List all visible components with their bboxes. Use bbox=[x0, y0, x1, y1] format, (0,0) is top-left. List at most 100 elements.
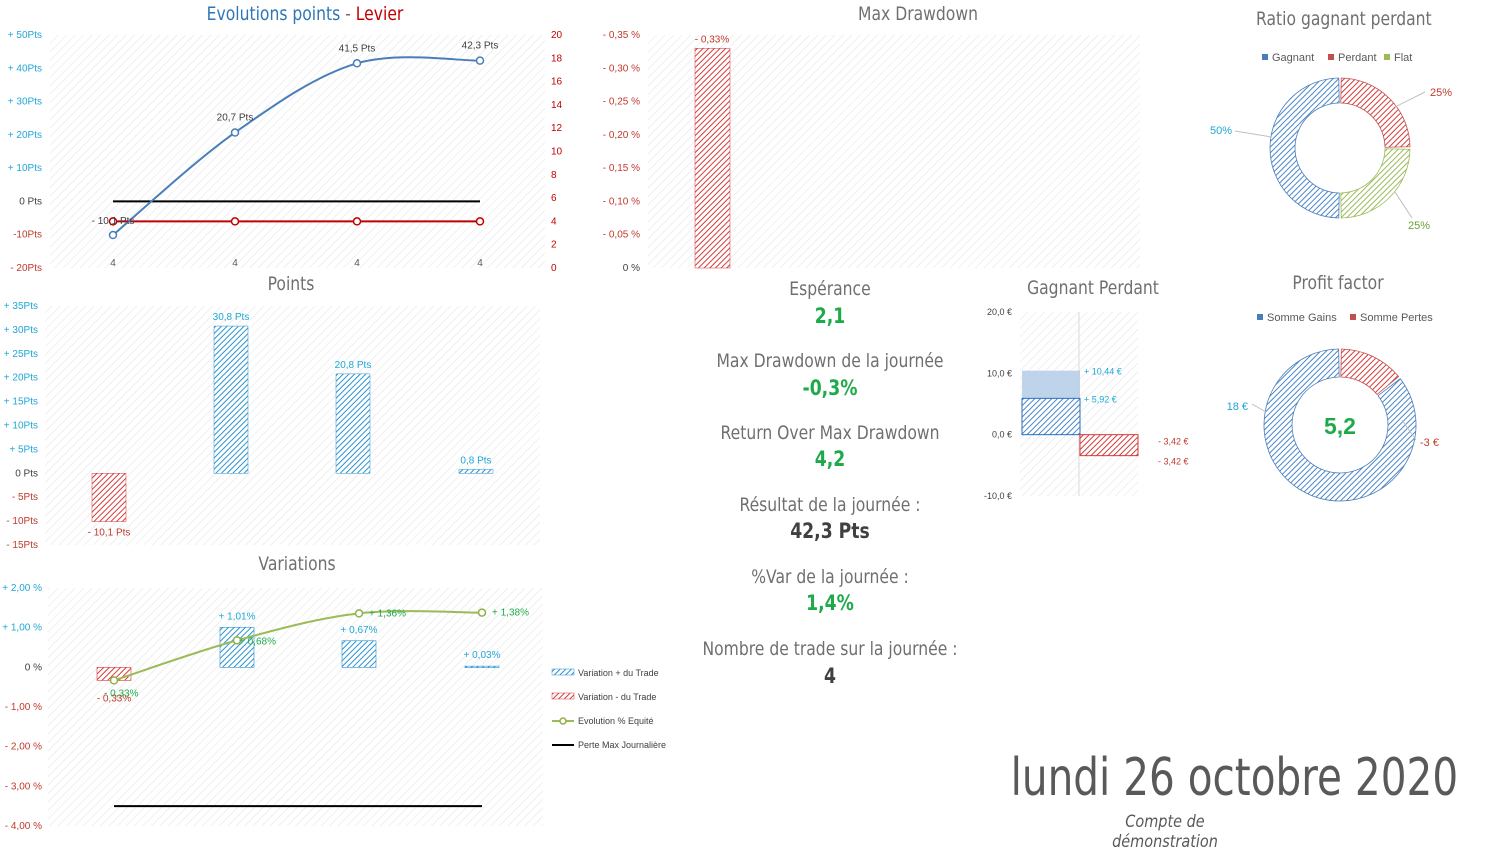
y2-tick-label: 4 bbox=[551, 216, 557, 227]
y-tick-label: + 1,00 % bbox=[2, 623, 42, 634]
legend-swatch bbox=[1262, 54, 1268, 60]
variation-plus-label: + 0,03% bbox=[464, 650, 501, 661]
points-bar bbox=[458, 469, 494, 474]
equity-data-label: + 1,38% bbox=[492, 608, 529, 619]
legend-swatch bbox=[559, 717, 567, 725]
levier-data-label: 4 bbox=[354, 258, 360, 269]
ratio-slice bbox=[1340, 77, 1411, 148]
equity-point bbox=[354, 609, 364, 618]
variation-minus-label: - 0,33% bbox=[97, 693, 132, 704]
y-tick-label: -10,0 € bbox=[984, 491, 1012, 501]
kpi-romad-value: 4,2 bbox=[814, 447, 846, 471]
leader-line bbox=[1401, 419, 1417, 441]
points-data-label: 42,3 Pts bbox=[462, 41, 499, 52]
drawdown-data-label: - 0,33% bbox=[695, 34, 730, 45]
account-type: Compte de démonstration bbox=[1112, 812, 1218, 852]
leader-line bbox=[1251, 403, 1267, 413]
evolution-title-levier: Levier bbox=[355, 3, 404, 25]
kpi-maxdd-label: Max Drawdown de la journée bbox=[716, 350, 944, 372]
y-tick-label: 0 % bbox=[25, 662, 42, 673]
y-tick-label: + 35Pts bbox=[4, 301, 38, 312]
y-tick-label: - 3,00 % bbox=[5, 781, 42, 792]
ratio-chart: Gagnant Perdant Flat 50% 25% 25% bbox=[1210, 52, 1452, 232]
y-tick-label: + 40Pts bbox=[8, 63, 42, 74]
y2-tick-label: 10 bbox=[551, 147, 563, 158]
points-data-label: 20,8 Pts bbox=[335, 360, 372, 371]
legend-swatch bbox=[551, 668, 575, 676]
levier-point bbox=[352, 217, 362, 226]
equity-line bbox=[113, 610, 483, 682]
y-tick-label: + 20Pts bbox=[4, 373, 38, 384]
levier-data-label: 4 bbox=[477, 258, 483, 269]
equity-point bbox=[232, 636, 242, 645]
legend-swatch bbox=[1350, 314, 1356, 320]
perdant-data-label: - 3,42 € bbox=[1158, 437, 1189, 447]
gagnant-data-label: + 10,44 € bbox=[1084, 367, 1122, 377]
legend-swatch bbox=[551, 692, 575, 700]
variation-plus-label: + 0,67% bbox=[341, 625, 378, 636]
profit-factor-chart: Somme Gains Somme Pertes 5,2 18 € -3 € bbox=[1227, 312, 1439, 502]
levier-point bbox=[475, 217, 485, 226]
series-line-points bbox=[112, 56, 481, 236]
legend-label: Flat bbox=[1394, 52, 1412, 64]
points-bar bbox=[213, 325, 249, 474]
legend-label: Somme Gains bbox=[1267, 312, 1337, 324]
legend-label: Evolution % Equité bbox=[578, 716, 654, 726]
variation-plus-bar bbox=[464, 665, 500, 668]
y-tick-label: - 1,00 % bbox=[5, 702, 42, 713]
points-chart-title: Points bbox=[267, 273, 315, 295]
levier-data-label: 4 bbox=[232, 258, 238, 269]
equity-data-label: - 0,33% bbox=[104, 688, 139, 699]
points-point bbox=[475, 56, 485, 65]
ratio-chart-title: Ratio gagnant perdant bbox=[1256, 8, 1432, 30]
points-data-label: - 10,1 Pts bbox=[92, 216, 135, 227]
points-bar bbox=[335, 373, 371, 474]
kpi-var-label: %Var de la journée : bbox=[751, 566, 909, 588]
variation-plus-bar bbox=[219, 626, 255, 668]
levier-point bbox=[230, 217, 240, 226]
evolution-title-points: Evolutions points bbox=[206, 3, 341, 25]
plot-area bbox=[45, 306, 540, 545]
y2-tick-label: 16 bbox=[551, 77, 563, 88]
y-tick-label: + 25Pts bbox=[4, 349, 38, 360]
y-tick-label: 0 Pts bbox=[15, 468, 38, 479]
equity-data-label: + 1,36% bbox=[369, 608, 406, 619]
slice-label: 25% bbox=[1408, 220, 1430, 232]
points-bar bbox=[91, 473, 127, 522]
y-tick-label: + 20Pts bbox=[8, 130, 42, 141]
y-tick-label: + 10Pts bbox=[4, 421, 38, 432]
kpi-result-value: 42,3 Pts bbox=[790, 519, 870, 543]
ratio-slice bbox=[1269, 77, 1340, 219]
y2-tick-label: 12 bbox=[551, 123, 563, 134]
y-tick-label: - 10Pts bbox=[6, 516, 38, 527]
y-tick-label: 0,0 € bbox=[992, 430, 1012, 440]
y2-tick-label: 18 bbox=[551, 53, 563, 64]
y-tick-label: + 50Pts bbox=[8, 30, 42, 41]
slice-label: 18 € bbox=[1227, 401, 1248, 413]
points-data-label: 30,8 Pts bbox=[213, 312, 250, 323]
kpi-trades-value: 4 bbox=[824, 664, 836, 688]
y-tick-label: + 2,00 % bbox=[2, 583, 42, 594]
y-tick-label: - 0,15 % bbox=[603, 163, 640, 174]
y-tick-label: - 2,00 % bbox=[5, 742, 42, 753]
y-tick-label: - 0,25 % bbox=[603, 97, 640, 108]
points-point bbox=[108, 230, 118, 240]
y-tick-label: + 30Pts bbox=[8, 97, 42, 108]
gagnant-bar-avg bbox=[1021, 397, 1081, 436]
y-tick-label: + 30Pts bbox=[4, 325, 38, 336]
y2-tick-label: 14 bbox=[551, 100, 563, 111]
points-point bbox=[230, 128, 240, 137]
legend-swatch bbox=[1257, 314, 1263, 320]
plot-area bbox=[50, 35, 545, 268]
equity-point bbox=[109, 676, 119, 685]
pf-chart-title: Profit factor bbox=[1292, 272, 1384, 294]
slice-label: -3 € bbox=[1420, 437, 1439, 449]
y-tick-label: 10,0 € bbox=[987, 368, 1012, 378]
gagnant-perdant-chart: 20,0 € 10,0 € 0,0 € -10,0 € + 10,44 € + 5,92 … bbox=[984, 307, 1189, 501]
y-tick-label: - 0,20 % bbox=[603, 130, 640, 141]
kpi-romad-label: Return Over Max Drawdown bbox=[720, 422, 940, 444]
gp-chart-title: Gagnant Perdant bbox=[1027, 277, 1159, 299]
legend-label: Gagnant bbox=[1272, 52, 1314, 64]
evolution-title-separator: - bbox=[340, 3, 356, 25]
y-tick-label: + 5Pts bbox=[9, 444, 38, 455]
